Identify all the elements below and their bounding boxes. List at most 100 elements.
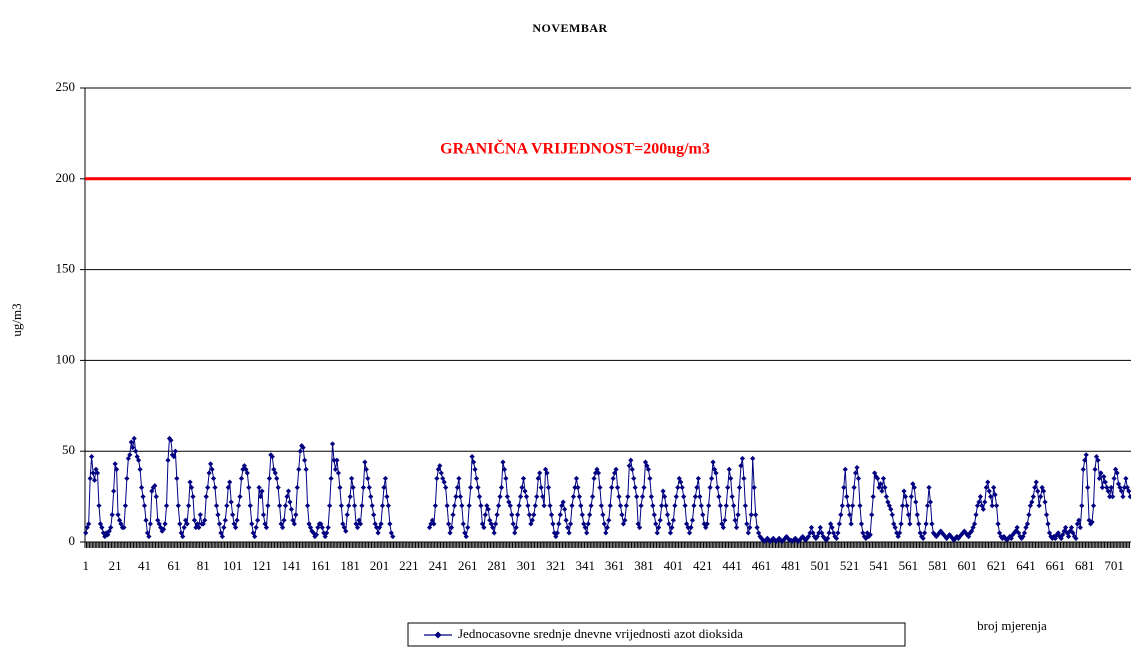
data-point [1102,479,1108,485]
data-point [714,484,721,491]
data-point [939,530,945,536]
data-point [387,521,393,527]
data-point [209,466,215,472]
data-point [89,454,95,460]
data-point [892,524,898,531]
data-point [1095,457,1101,463]
data-point [250,530,256,536]
data-point [592,470,599,476]
data-point [457,494,463,500]
data-point [428,521,434,527]
data-point [324,530,330,536]
data-point [262,521,268,527]
data-point [587,512,593,518]
data-point [836,521,842,527]
data-point [265,503,271,509]
data-point [184,521,190,527]
data-point [958,532,964,538]
data-point [172,448,178,454]
data-point [610,475,616,482]
data-point [443,484,449,491]
data-point [554,530,560,536]
x-tick-label: 681 [1075,558,1095,573]
data-point [302,457,308,463]
data-point [1121,484,1127,491]
data-point [927,499,934,505]
data-point [1036,503,1042,509]
data-point [1039,484,1045,491]
data-point [738,463,744,469]
data-point [260,512,267,518]
data-point [360,484,366,491]
data-point [598,503,604,509]
data-point [983,484,989,491]
data-point [647,475,653,482]
data-point [732,517,738,523]
data-point [466,503,472,509]
data-point [1089,519,1095,525]
data-point [873,474,879,480]
data-point [472,466,478,472]
data-point [200,521,206,527]
data-point [764,535,770,541]
data-point [582,524,588,531]
data-point [153,494,159,500]
data-point [1016,530,1022,536]
data-point [857,503,863,509]
data-point [108,524,114,531]
data-point [866,533,872,540]
data-point [841,484,847,491]
x-tick-label: 541 [869,558,889,573]
data-point [353,521,359,527]
y-tick-label: 200 [56,170,76,185]
data-point [570,494,577,500]
data-point [319,524,325,531]
data-point [569,503,575,509]
data-point [904,503,910,509]
data-point [963,530,969,536]
data-point [545,484,552,491]
data-point [547,503,553,509]
data-point [673,494,679,500]
data-point [485,506,491,512]
data-point [644,463,650,469]
data-point [822,535,828,541]
data-point [166,435,173,442]
data-point [238,475,245,482]
data-point [378,521,384,527]
data-point [551,530,557,536]
data-point [434,475,440,482]
data-point [446,521,452,527]
data-point [948,533,954,540]
data-point [105,532,111,538]
x-tick-label: 361 [605,558,625,573]
data-point [263,524,270,531]
data-point [823,537,829,543]
data-point [133,448,139,454]
data-point [332,466,339,472]
x-tick-label: 161 [311,558,331,573]
data-point [708,475,715,482]
data-point [667,530,674,536]
data-point [369,503,375,509]
data-point [920,535,926,541]
data-point [573,475,580,482]
data-point [481,524,487,531]
data-point [531,512,537,518]
x-tick-label: 201 [370,558,390,573]
data-point [210,475,217,482]
data-point [541,503,547,509]
data-point [232,524,239,531]
data-point [181,524,187,531]
data-point [385,503,391,509]
data-point [237,494,243,500]
data-point [883,494,889,500]
data-point [872,470,878,476]
data-point [629,466,635,472]
data-point [350,484,356,491]
data-point [191,517,198,523]
data-point [188,484,195,491]
data-point [744,521,750,527]
x-tick-label: 641 [1016,558,1036,573]
data-point [609,484,615,491]
